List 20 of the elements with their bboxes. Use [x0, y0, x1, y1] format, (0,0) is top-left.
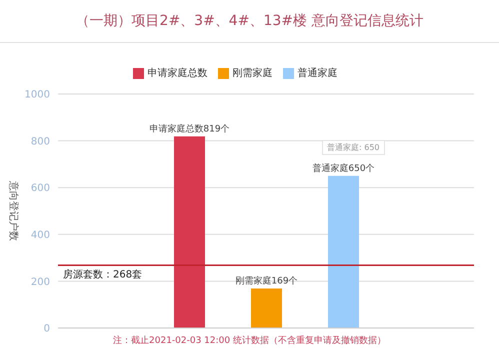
bar — [328, 176, 359, 328]
y-tick-label: 0 — [44, 324, 50, 335]
y-tick-label: 200 — [30, 276, 50, 288]
legend-label: 普通家庭 — [298, 68, 338, 79]
legend-label: 刚需家庭 — [232, 68, 272, 79]
chart-title: （一期）项目2#、3#、4#、13#楼 意向登记信息统计 — [74, 12, 424, 30]
y-tick-label: 1000 — [24, 90, 50, 101]
legend-label: 申请家庭总数 — [148, 68, 208, 79]
y-tick-label: 600 — [30, 183, 50, 194]
data-label: 申请家庭总数819个 — [149, 123, 230, 134]
bar — [174, 136, 205, 328]
ref-line-label: 房源套数：268套 — [63, 268, 142, 280]
data-label: 普通家庭650个 — [312, 162, 375, 174]
y-axis-title: 意向登记户数 — [7, 180, 20, 241]
annotation: 普通家庭: 650 — [322, 140, 385, 155]
y-tick-label: 800 — [30, 136, 50, 148]
bar — [251, 288, 282, 328]
text: 注：截止2021-02-03 12:00 统计数据（不含重复申请及撤销数据） — [112, 334, 387, 347]
data-label: 刚需家庭169个 — [235, 275, 298, 286]
y-tick-label: 400 — [30, 230, 50, 241]
